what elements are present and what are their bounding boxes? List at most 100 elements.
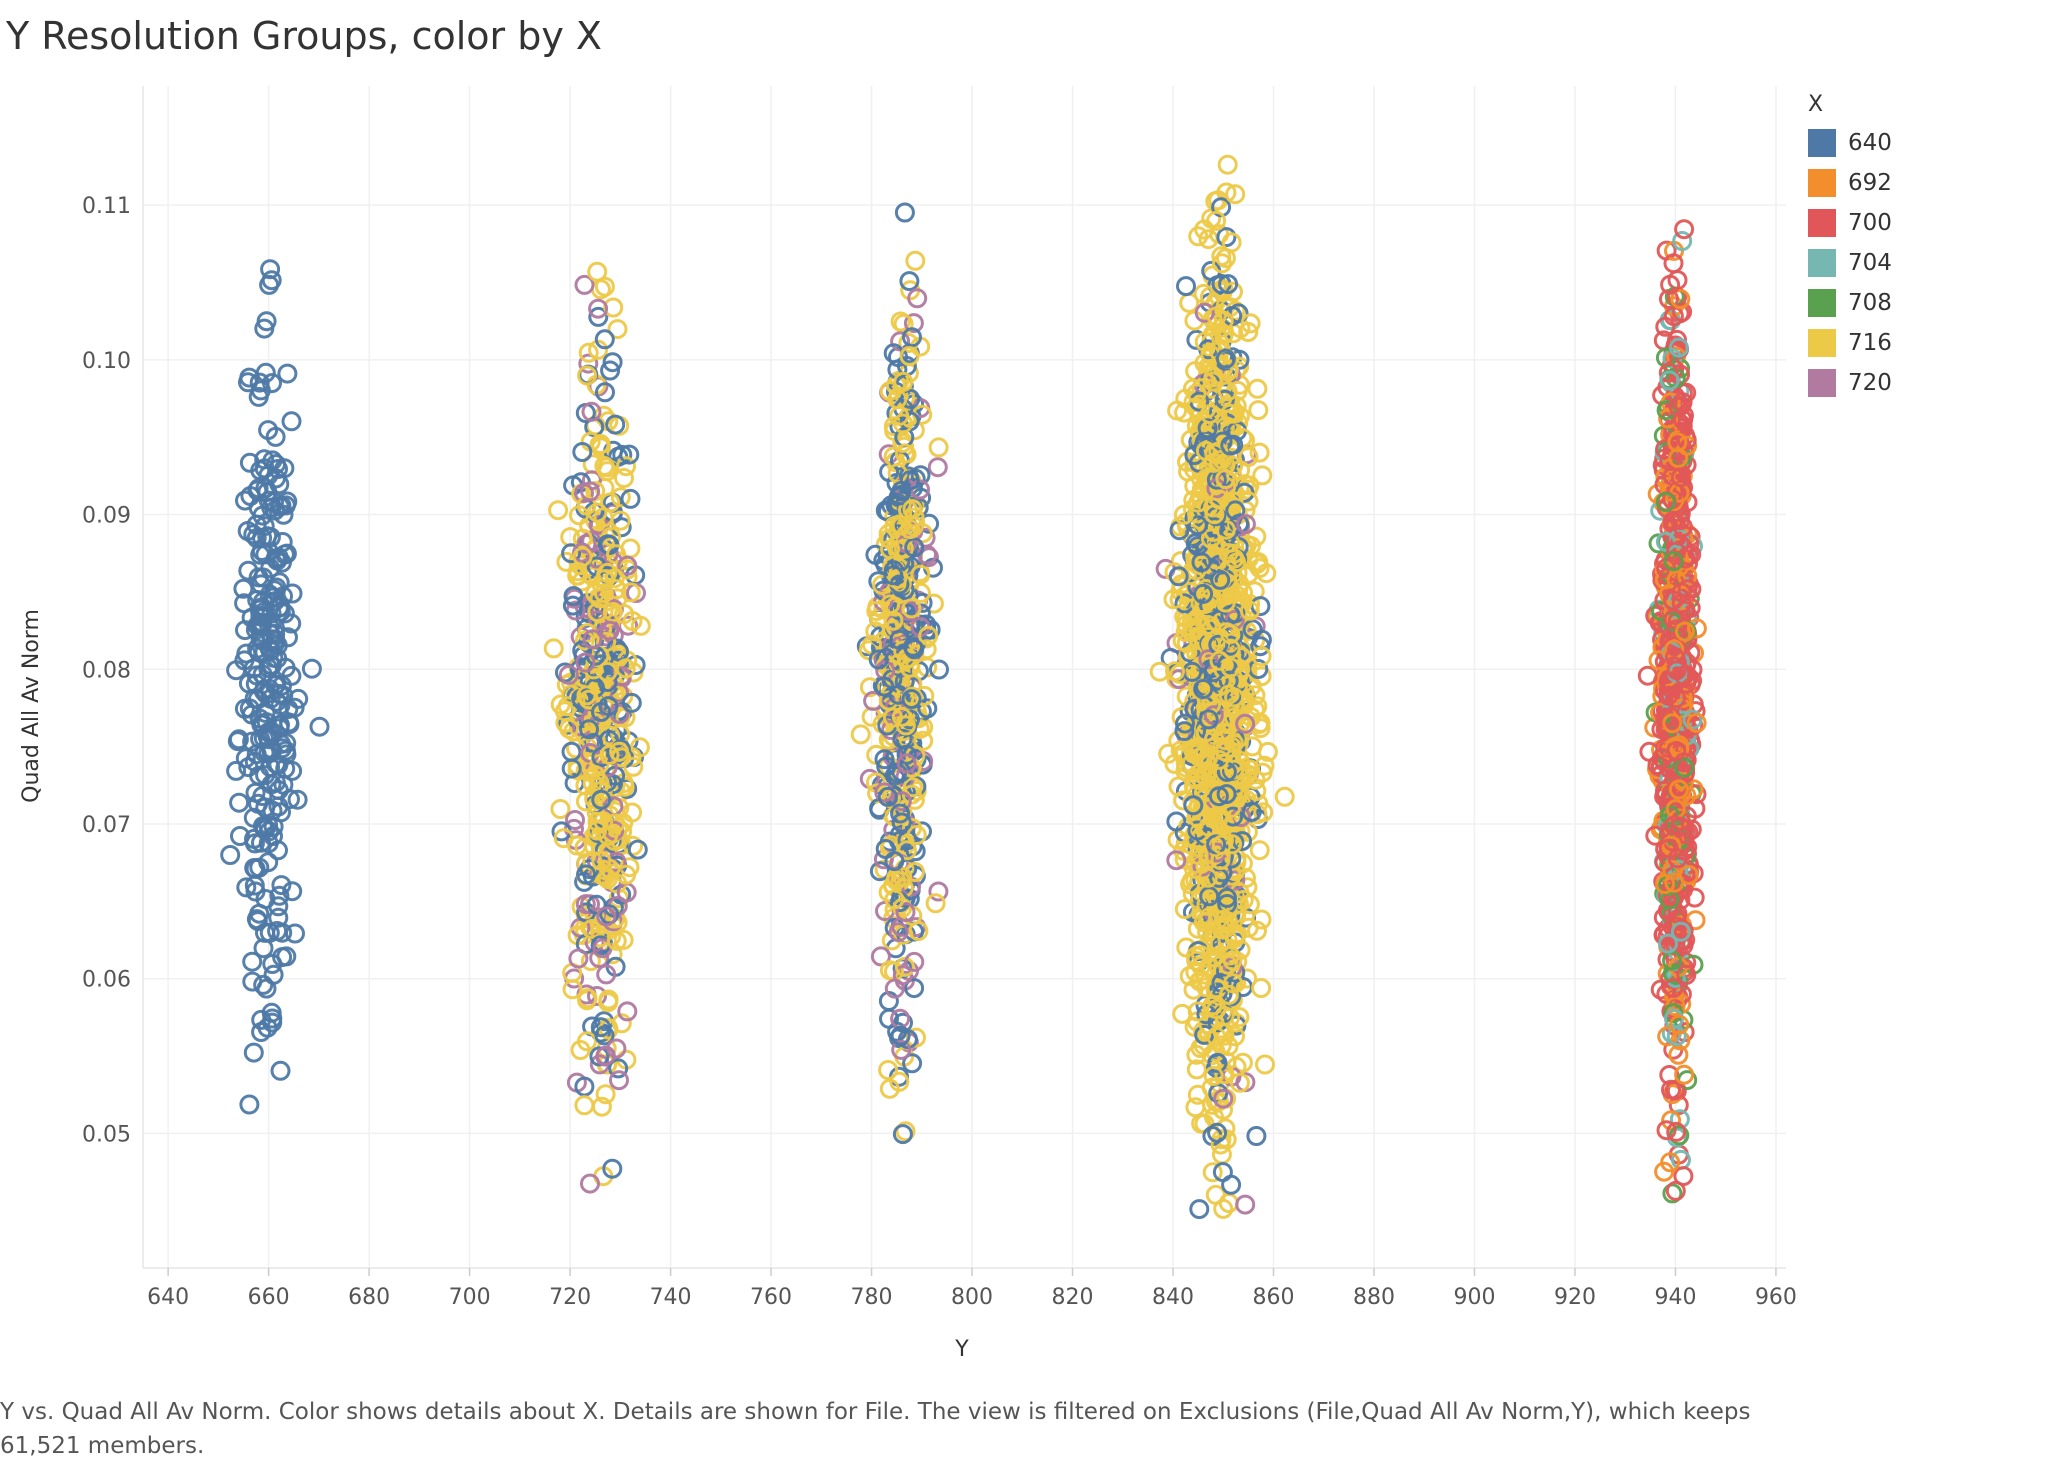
point-x-640 — [562, 595, 583, 616]
point-x-716 — [1179, 581, 1199, 602]
point-x-716 — [1195, 722, 1216, 743]
legend-item-700[interactable]: 700 — [1808, 203, 1892, 243]
point-x-640 — [228, 729, 249, 750]
point-x-716 — [577, 623, 598, 644]
point-x-716 — [1186, 1059, 1207, 1080]
point-x-716 — [1218, 984, 1239, 1005]
point-x-640 — [272, 738, 293, 759]
point-x-720 — [888, 922, 909, 943]
point-x-640 — [255, 362, 276, 383]
point-x-720 — [580, 481, 601, 502]
point-x-640 — [1174, 721, 1195, 742]
point-x-640 — [249, 765, 270, 786]
point-x-640 — [1175, 713, 1195, 734]
point-x-640 — [899, 271, 920, 292]
point-x-640 — [619, 444, 640, 465]
point-x-692 — [1662, 860, 1683, 881]
point-x-720 — [580, 1173, 600, 1194]
point-x-716 — [1246, 526, 1267, 547]
point-x-640 — [276, 733, 297, 754]
point-x-716 — [587, 261, 608, 282]
chart-caption: Y vs. Quad All Av Norm. Color shows deta… — [0, 1399, 1751, 1459]
point-x-640 — [275, 758, 296, 779]
x-tick-label: 720 — [549, 1285, 591, 1310]
point-x-640 — [594, 329, 615, 350]
point-x-716 — [1199, 404, 1220, 425]
point-x-720 — [575, 894, 596, 915]
point-x-716 — [606, 930, 627, 951]
point-x-640 — [238, 560, 259, 581]
cluster-y-726 — [543, 261, 651, 1194]
point-x-700 — [1676, 964, 1697, 985]
point-x-640 — [263, 964, 284, 985]
point-x-716 — [1238, 322, 1259, 342]
point-x-640 — [600, 360, 621, 381]
point-x-692 — [1686, 712, 1707, 733]
point-x-640 — [247, 480, 268, 501]
point-x-716 — [1253, 802, 1274, 823]
points-layer — [220, 154, 1707, 1220]
point-x-640 — [309, 716, 330, 737]
legend-swatch — [1808, 329, 1836, 357]
point-x-716 — [1206, 999, 1227, 1019]
point-x-720 — [1166, 850, 1187, 871]
legend-item-708[interactable]: 708 — [1808, 283, 1892, 323]
x-tick-label: 940 — [1654, 1285, 1696, 1310]
point-x-720 — [599, 620, 620, 641]
cluster-y-660 — [220, 259, 330, 1115]
point-x-716 — [1226, 360, 1247, 381]
x-axis-title: Y — [954, 1337, 969, 1362]
point-x-640 — [284, 697, 305, 718]
point-x-716 — [562, 979, 583, 1000]
point-x-640 — [1216, 227, 1237, 248]
point-x-716 — [1224, 687, 1245, 708]
point-x-716 — [1233, 582, 1253, 603]
point-x-716 — [578, 342, 599, 363]
point-x-708 — [1662, 1183, 1683, 1204]
legend-item-640[interactable]: 640 — [1808, 123, 1892, 163]
point-x-640 — [244, 833, 265, 854]
legend-item-692[interactable]: 692 — [1808, 163, 1892, 203]
point-x-640 — [243, 524, 264, 545]
point-x-640 — [1198, 709, 1219, 730]
point-x-716 — [908, 921, 929, 941]
point-x-716 — [1164, 562, 1185, 583]
point-x-716 — [1203, 1065, 1224, 1086]
point-x-640 — [576, 864, 597, 885]
point-x-640 — [1166, 811, 1187, 832]
point-x-692 — [1667, 432, 1688, 453]
legend-item-720[interactable]: 720 — [1808, 363, 1892, 403]
point-x-640 — [277, 363, 298, 384]
point-x-716 — [901, 784, 922, 805]
point-x-640 — [287, 789, 308, 810]
point-x-640 — [252, 786, 273, 806]
point-x-720 — [1203, 705, 1224, 726]
point-x-640 — [256, 684, 277, 705]
point-x-716 — [905, 250, 926, 271]
point-x-700 — [1684, 887, 1705, 908]
grid-layer — [143, 86, 1786, 1268]
point-x-640 — [589, 1046, 610, 1067]
legend-label: 720 — [1848, 370, 1892, 396]
point-x-640 — [904, 978, 925, 999]
point-x-716 — [598, 825, 619, 846]
legend-item-704[interactable]: 704 — [1808, 243, 1892, 283]
y-tick-label: 0.06 — [82, 968, 131, 993]
point-x-716 — [577, 365, 598, 386]
point-x-692 — [1670, 289, 1691, 309]
point-x-716 — [610, 510, 631, 531]
point-x-716 — [1198, 816, 1219, 837]
point-x-640 — [1187, 515, 1208, 536]
point-x-716 — [1187, 784, 1208, 805]
point-x-640 — [253, 938, 274, 959]
point-x-716 — [553, 828, 574, 849]
legend-item-716[interactable]: 716 — [1808, 323, 1892, 363]
point-x-716 — [890, 311, 911, 332]
point-x-716 — [1210, 1134, 1231, 1155]
point-x-704 — [1668, 337, 1689, 358]
point-x-704 — [1664, 1008, 1684, 1029]
point-x-716 — [548, 500, 569, 521]
point-x-640 — [229, 792, 250, 813]
point-x-640 — [890, 1025, 911, 1046]
point-x-700 — [1674, 219, 1695, 240]
